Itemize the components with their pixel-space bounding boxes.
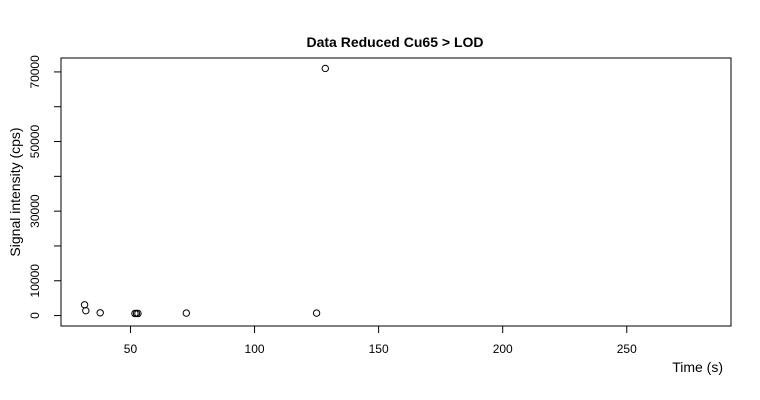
chart-title: Data Reduced Cu65 > LOD [307, 34, 484, 50]
y-tick-label: 50000 [28, 125, 42, 159]
x-axis-label: Time (s) [672, 359, 723, 375]
y-tick-label: 0 [28, 312, 42, 319]
data-point [82, 306, 90, 315]
y-tick-label: 70000 [28, 55, 42, 89]
data-point [134, 309, 142, 318]
y-axis: 0 10000 30000 50000 70000 [28, 55, 62, 319]
y-axis-label: Signal intensity (cps) [7, 127, 23, 256]
x-tick-label: 50 [124, 342, 138, 356]
x-tick-label: 150 [369, 342, 389, 356]
y-tick-label: 30000 [28, 194, 42, 228]
data-point [80, 301, 89, 309]
data-point [182, 309, 191, 317]
data-point [132, 309, 141, 318]
plot-frame [60, 57, 732, 327]
x-tick-label: 250 [617, 342, 637, 356]
data-point [96, 309, 104, 317]
x-tick-label: 200 [493, 342, 513, 356]
x-tick-label: 100 [245, 342, 265, 356]
data-points [80, 64, 329, 318]
data-point [321, 64, 329, 73]
data-point [312, 309, 321, 317]
y-tick-label: 10000 [28, 264, 42, 298]
x-axis: 50 100 150 200 250 [124, 325, 637, 356]
